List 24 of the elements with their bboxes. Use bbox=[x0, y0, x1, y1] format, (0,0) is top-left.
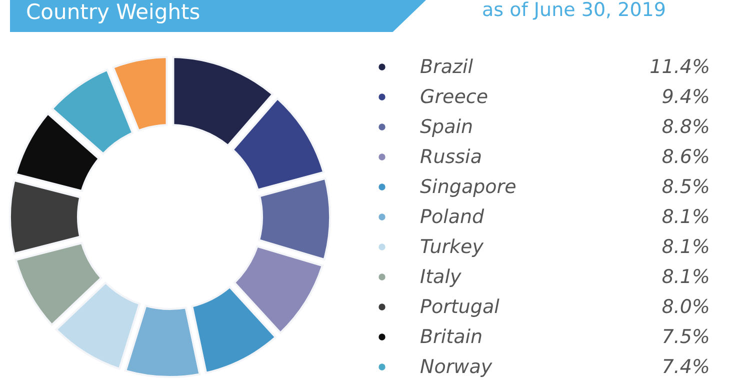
legend-label: Norway bbox=[420, 356, 493, 378]
legend-label: Greece bbox=[420, 86, 488, 108]
data-label: 8.1% bbox=[662, 236, 710, 258]
data-label: 8.1% bbox=[662, 206, 710, 228]
data-label: 8.5% bbox=[662, 176, 710, 198]
data-label: 7.5% bbox=[662, 326, 710, 348]
chart-subtitle: as of June 30, 2019 bbox=[482, 0, 666, 21]
legend-label: Britain bbox=[420, 326, 483, 348]
legend-label: Spain bbox=[420, 116, 474, 138]
legend-label: Russia bbox=[420, 146, 482, 168]
data-label: 11.4% bbox=[650, 56, 710, 78]
data-label: 8.0% bbox=[662, 296, 710, 318]
legend-label: Brazil bbox=[420, 56, 474, 78]
data-label: 8.8% bbox=[662, 116, 710, 138]
chart-title: Country Weights bbox=[10, 0, 426, 32]
data-label: 8.1% bbox=[662, 266, 710, 288]
legend-label: Turkey bbox=[420, 236, 484, 258]
data-label: 9.4% bbox=[662, 86, 710, 108]
legend-label: Singapore bbox=[420, 176, 516, 198]
data-label: 8.6% bbox=[662, 146, 710, 168]
legend-label: Italy bbox=[420, 266, 462, 288]
legend-label: Poland bbox=[420, 206, 486, 228]
legend-label: Portugal bbox=[420, 296, 500, 318]
data-label: 7.4% bbox=[662, 356, 710, 378]
